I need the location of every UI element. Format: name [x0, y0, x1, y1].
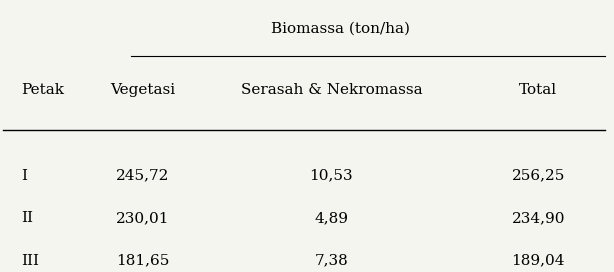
Text: Petak: Petak [21, 84, 64, 97]
Text: 256,25: 256,25 [511, 168, 565, 183]
Text: 181,65: 181,65 [116, 254, 169, 268]
Text: Serasah & Nekromassa: Serasah & Nekromassa [241, 84, 422, 97]
Text: Vegetasi: Vegetasi [110, 84, 175, 97]
Text: Total: Total [519, 84, 558, 97]
Text: 245,72: 245,72 [116, 168, 169, 183]
Text: 189,04: 189,04 [511, 254, 565, 268]
Text: 7,38: 7,38 [314, 254, 348, 268]
Text: II: II [21, 211, 33, 225]
Text: I: I [21, 168, 27, 183]
Text: 4,89: 4,89 [314, 211, 348, 225]
Text: III: III [21, 254, 39, 268]
Text: 234,90: 234,90 [511, 211, 565, 225]
Text: Biomassa (ton/ha): Biomassa (ton/ha) [271, 21, 410, 35]
Text: 230,01: 230,01 [116, 211, 169, 225]
Text: 10,53: 10,53 [309, 168, 353, 183]
